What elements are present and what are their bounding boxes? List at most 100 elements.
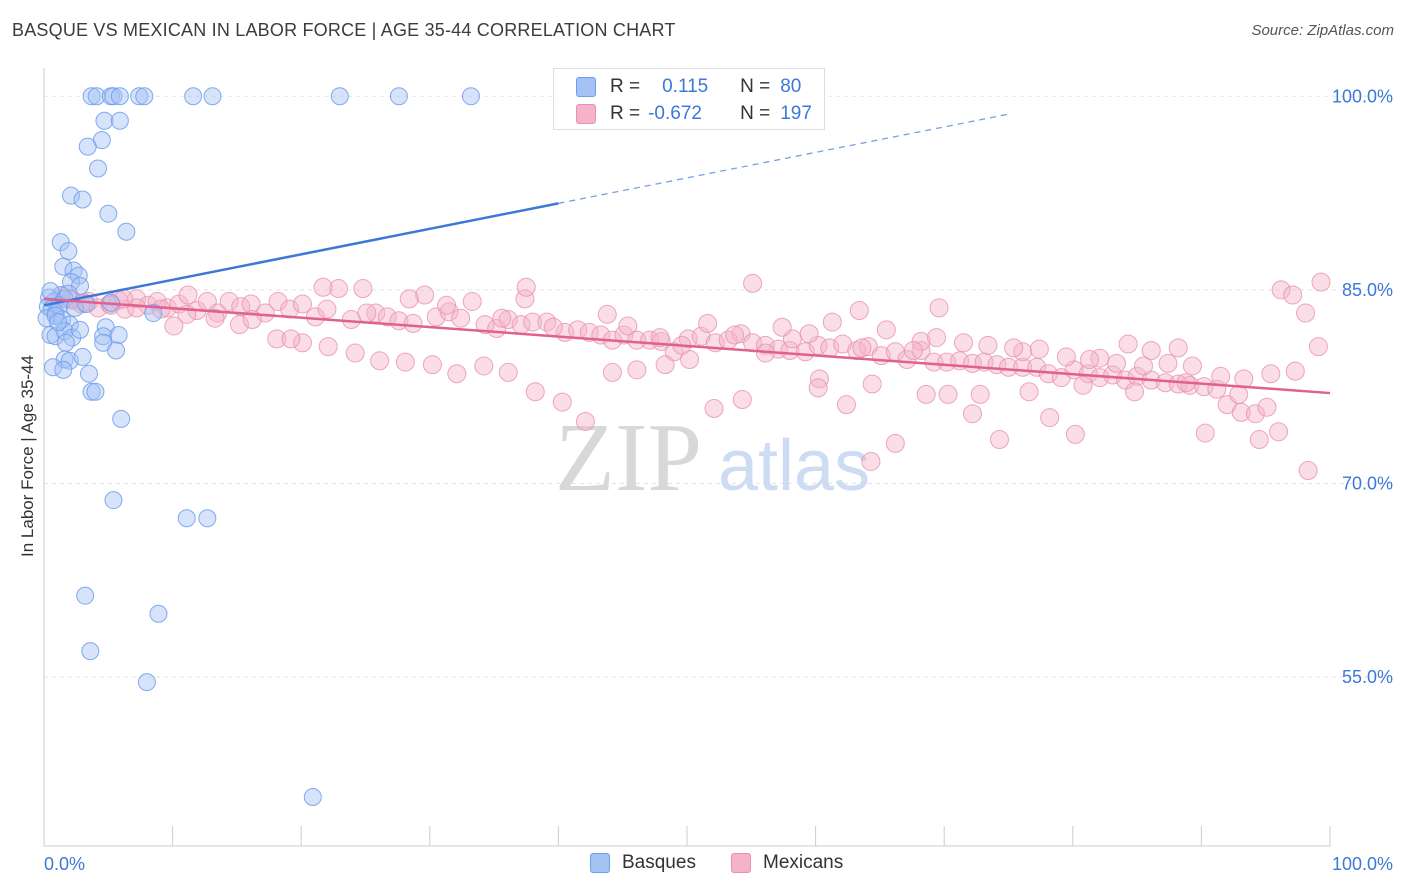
basques-point xyxy=(49,313,68,332)
mexicans-point xyxy=(353,279,373,299)
basques-point xyxy=(330,87,349,106)
mexicans-point xyxy=(1257,397,1277,417)
watermark: ZIP atlas xyxy=(555,404,870,512)
basques-point xyxy=(144,304,163,323)
mexicans-point xyxy=(989,430,1009,450)
mexicans-point xyxy=(852,338,872,358)
mexicans-n-value: 197 xyxy=(780,103,812,124)
mexicans-point xyxy=(903,340,923,360)
mexicans-point xyxy=(1040,408,1060,428)
mexicans-point xyxy=(799,324,819,344)
basques-point xyxy=(177,509,196,528)
basques-point xyxy=(117,222,136,241)
basques-n-value: 80 xyxy=(780,76,802,97)
mexicans-point xyxy=(281,329,301,349)
mexicans-point xyxy=(849,300,869,320)
correlation-legend: R = 0.115 N = 80 R = -0.672 N = 197 xyxy=(553,68,825,130)
basques-points xyxy=(37,87,480,806)
mexicans-point xyxy=(1283,285,1303,305)
mexicans-point xyxy=(597,304,617,324)
mexicans-point xyxy=(1019,382,1039,402)
basques-r-value: 0.115 xyxy=(662,76,709,97)
basques-point xyxy=(104,491,123,510)
mexicans-point xyxy=(219,291,239,311)
mexicans-point xyxy=(1308,337,1328,357)
mexicans-point xyxy=(292,333,312,353)
mexicans-point xyxy=(328,279,348,299)
mexicans-point xyxy=(1141,340,1161,360)
y-axis-label: In Labor Force | Age 35-44 xyxy=(18,355,37,557)
mexicans-point xyxy=(926,328,946,348)
mexicans-point xyxy=(1065,424,1085,444)
mexicans-legend-label: Mexicans xyxy=(763,852,844,873)
mexicans-point xyxy=(1269,422,1289,442)
mexicans-point xyxy=(743,273,763,293)
basques-point xyxy=(130,87,149,106)
mexicans-point xyxy=(627,360,647,380)
mexicans-point xyxy=(929,298,949,318)
mexicans-r-label: R = xyxy=(610,103,641,124)
mexicans-point xyxy=(772,317,792,337)
mexicans-point xyxy=(1080,350,1100,370)
basques-point xyxy=(80,364,99,383)
mexicans-point xyxy=(537,312,557,332)
mexicans-point xyxy=(862,374,882,394)
mexicans-point xyxy=(575,411,595,431)
basques-point xyxy=(389,87,408,106)
basques-point xyxy=(303,787,322,806)
mexicans-point xyxy=(1182,356,1202,376)
mexicans-point xyxy=(422,355,442,375)
mexicans-point xyxy=(1103,365,1123,385)
trend-lines xyxy=(43,113,1331,395)
mexicans-point xyxy=(415,285,435,305)
basques-point xyxy=(89,159,108,178)
mexicans-point xyxy=(178,285,198,305)
basques-point xyxy=(51,233,70,252)
mexicans-point xyxy=(938,384,958,404)
mexicans-point xyxy=(579,322,599,342)
legend-item-basques[interactable]: Basques xyxy=(590,852,696,874)
mexicans-point xyxy=(858,337,878,357)
mexicans-point xyxy=(552,392,572,412)
basques-n-label: N = xyxy=(740,76,771,97)
basques-point xyxy=(203,87,222,106)
mexicans-point xyxy=(1249,430,1269,450)
mexicans-point xyxy=(1158,353,1178,373)
mexicans-point xyxy=(664,342,684,362)
mexicans-point xyxy=(395,352,415,372)
mexicans-point xyxy=(962,404,982,424)
mexicans-point xyxy=(953,333,973,353)
basques-point xyxy=(99,204,118,223)
mexicans-point xyxy=(292,294,312,314)
mexicans-point xyxy=(1013,342,1033,362)
basques-point xyxy=(73,347,92,366)
mexicans-r-value: -0.672 xyxy=(648,103,702,124)
basques-point xyxy=(64,261,83,280)
tick-labels: 55.0% 70.0% 85.0% 100.0% 0.0% 100.0% xyxy=(44,86,1393,874)
mexicans-point xyxy=(999,357,1018,377)
basques-point xyxy=(44,358,63,377)
watermark-zip: ZIP xyxy=(555,404,702,512)
basques-point xyxy=(81,642,100,661)
y-tick-label-100: 100.0% xyxy=(1332,86,1393,106)
mexicans-point xyxy=(267,329,287,349)
mexicans-swatch xyxy=(576,104,596,124)
mexicans-point xyxy=(1245,404,1265,424)
basques-point xyxy=(59,284,78,303)
basques-point xyxy=(62,273,81,292)
mexicans-point xyxy=(1127,366,1147,386)
mexicans-point xyxy=(1298,460,1318,480)
mexicans-point xyxy=(268,291,288,311)
mexicans-point xyxy=(1271,280,1291,300)
mexicans-point xyxy=(698,313,718,333)
y-tick-label-85: 85.0% xyxy=(1342,280,1393,300)
legend-item-mexicans[interactable]: Mexicans xyxy=(731,852,843,874)
basques-point xyxy=(112,409,131,428)
mexicans-point xyxy=(127,298,147,318)
mexicans-point xyxy=(229,315,249,335)
legend-row-mexicans: R = -0.672 N = 197 xyxy=(576,102,812,126)
basques-point xyxy=(82,382,101,401)
basques-point xyxy=(137,673,156,692)
basques-point xyxy=(54,257,73,276)
